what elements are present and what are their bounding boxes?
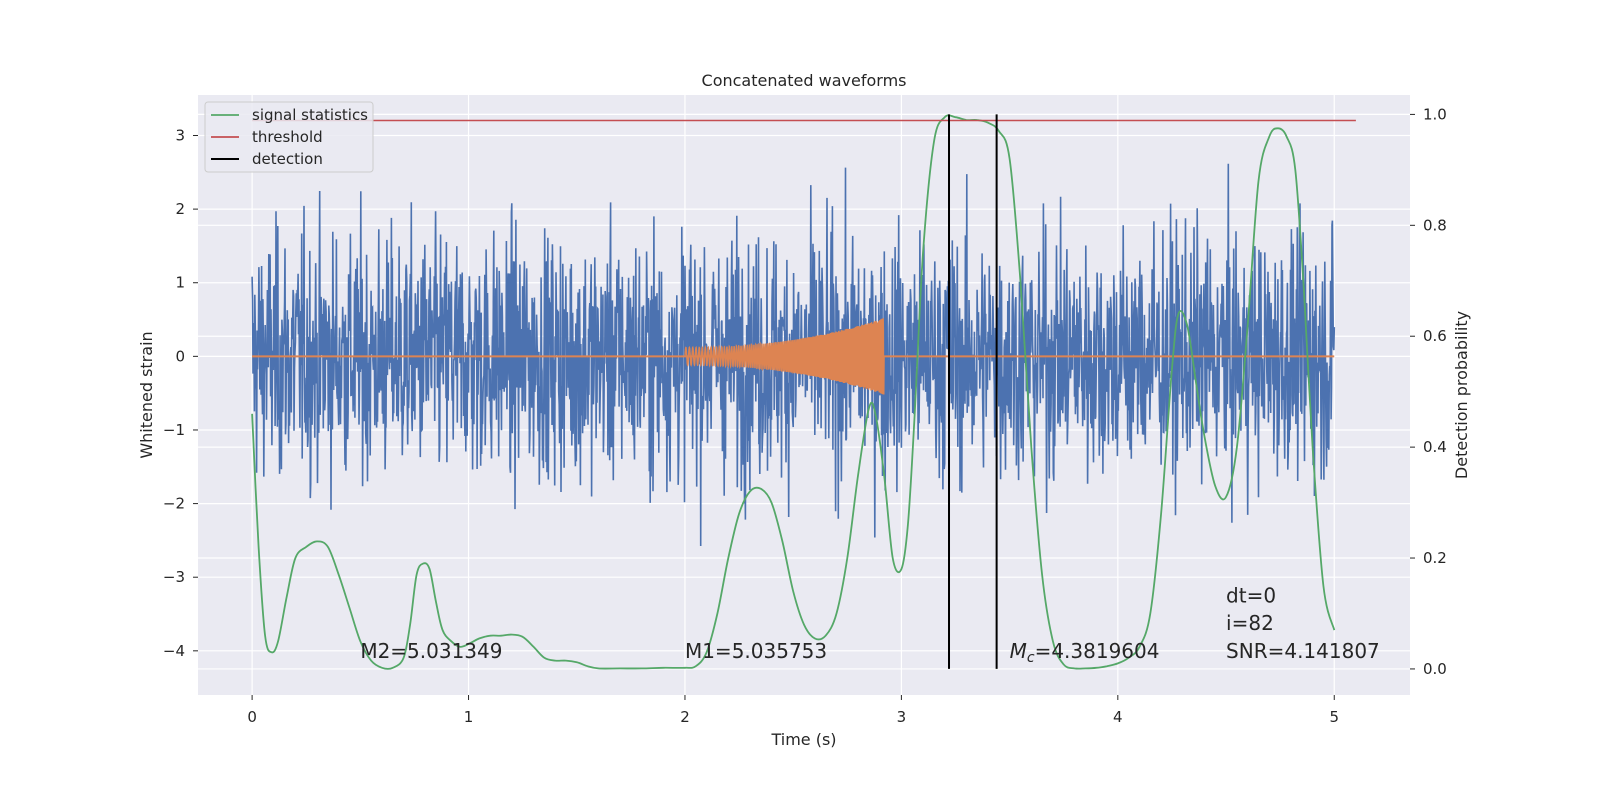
annotations: M2=5.031349 M1=5.035753 Mc=4.3819604 SNR=4.… xyxy=(360,584,1379,666)
y-tick-label: 3 xyxy=(175,126,185,144)
x-tick-label: 5 xyxy=(1329,708,1339,726)
y-axis-label: Whitened strain xyxy=(137,331,156,458)
annotation-text: SNR=4.141807 xyxy=(1226,639,1380,663)
legend[interactable]: signal statistics threshold detection xyxy=(204,101,374,173)
x-tick-label: 0 xyxy=(247,708,257,726)
x-tick-label: 1 xyxy=(464,708,474,726)
y2-tick-label: 0.0 xyxy=(1423,660,1447,678)
y-tick-label: −2 xyxy=(163,495,185,513)
y-tick-label: 1 xyxy=(175,274,185,292)
plot-area xyxy=(198,95,1410,695)
x-tick-label: 3 xyxy=(897,708,907,726)
probability-series xyxy=(251,114,1356,670)
y-tick-label: −4 xyxy=(163,642,185,660)
annotation-text: M1=5.035753 xyxy=(685,639,827,663)
y-tick-label: 0 xyxy=(175,347,185,365)
axis-ticks: 0 1 2 3 4 5 −4 −3 −2 −1 0 1 2 3 0.0 0.2 0.4 0.6 0.8 1.0 xyxy=(163,105,1447,726)
legend-label: threshold xyxy=(252,128,323,146)
x-axis-label: Time (s) xyxy=(770,730,836,749)
y2-tick-label: 1.0 xyxy=(1423,105,1447,123)
y2-tick-label: 0.6 xyxy=(1423,327,1447,345)
legend-label: detection xyxy=(252,150,323,168)
annotation-text: Mc=4.3819604 xyxy=(1010,639,1160,666)
annotation-text: M2=5.031349 xyxy=(360,639,502,663)
legend-label: signal statistics xyxy=(252,106,368,124)
strain-line xyxy=(251,163,1336,547)
signal-statistics-line xyxy=(251,114,1336,670)
y2-tick-label: 0.2 xyxy=(1423,549,1447,567)
annotation-text: i=82 xyxy=(1226,611,1274,635)
y2-axis-label: Detection probability xyxy=(1452,311,1471,479)
chirp-series xyxy=(252,318,1335,395)
y-tick-label: 2 xyxy=(175,200,185,218)
y-tick-label: −3 xyxy=(163,568,185,586)
y2-tick-label: 0.4 xyxy=(1423,438,1447,456)
y-tick-label: −1 xyxy=(163,421,185,439)
legend-box xyxy=(204,101,374,173)
x-tick-label: 4 xyxy=(1113,708,1123,726)
strain-series xyxy=(251,163,1336,547)
chart-title: Concatenated waveforms xyxy=(702,71,907,90)
x-tick-label: 2 xyxy=(680,708,690,726)
annotation-text: dt=0 xyxy=(1226,584,1276,608)
chirp-line xyxy=(684,318,885,395)
y2-tick-label: 0.8 xyxy=(1423,216,1447,234)
